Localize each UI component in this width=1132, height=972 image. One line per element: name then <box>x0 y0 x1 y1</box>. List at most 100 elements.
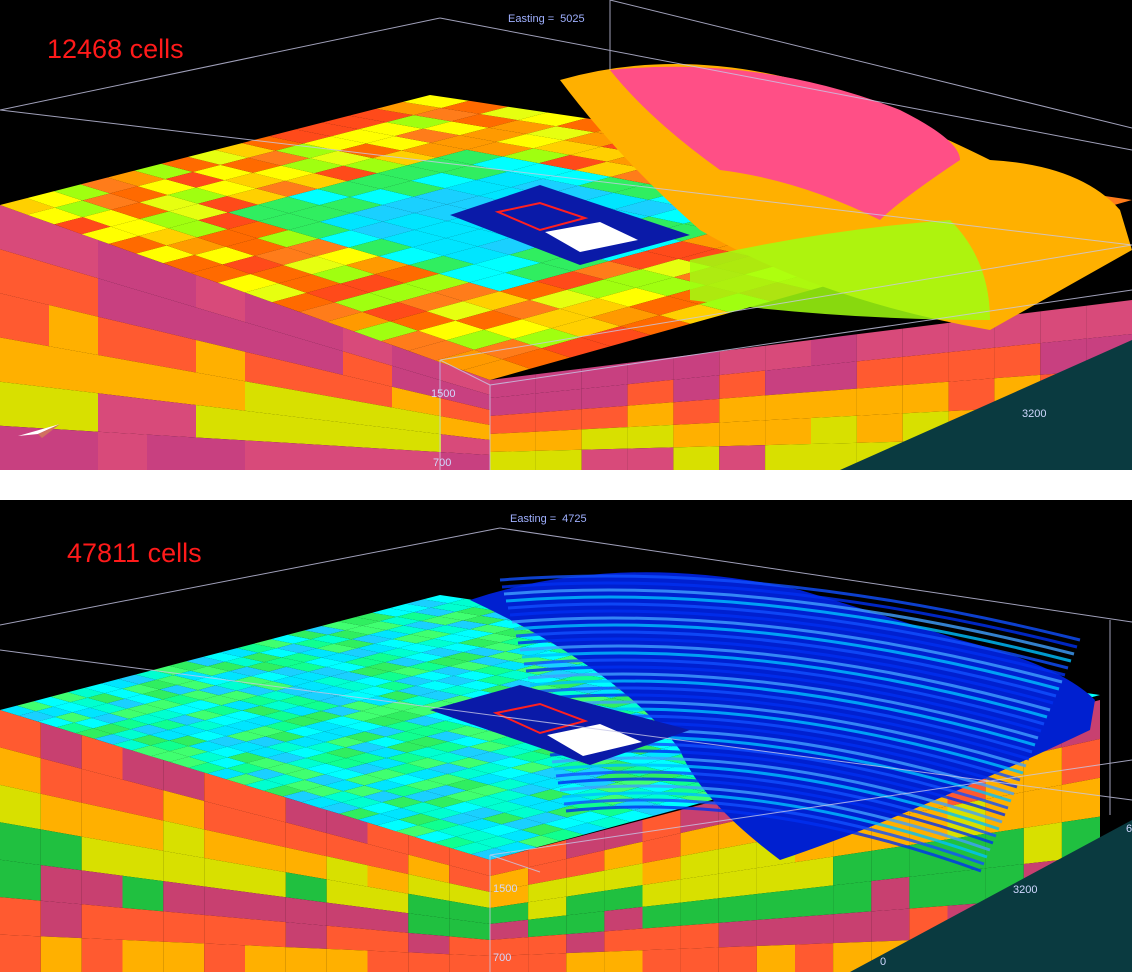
top-model-canvas[interactable] <box>0 0 1132 470</box>
top-model-view[interactable]: 12468 cells Easting = 5025 1500 700 3200 <box>0 0 1132 470</box>
bottom-grid-cell <box>131 745 170 757</box>
bottom-edge-tick: 6 <box>1126 823 1132 835</box>
top-side-cell <box>196 405 245 441</box>
bottom-grid-cell <box>156 675 195 685</box>
top-side-cell <box>196 307 245 352</box>
bottom-grid-cell <box>401 802 443 814</box>
top-side-cell <box>902 322 949 357</box>
bottom-grid-cell <box>408 661 450 672</box>
bottom-grid-cell <box>294 681 335 692</box>
bottom-grid-cell <box>385 774 427 786</box>
bottom-grid-cell <box>112 729 150 740</box>
top-grid-cell <box>306 283 370 303</box>
bottom-grid-cell <box>167 714 206 726</box>
top-side-cell <box>627 402 674 428</box>
bottom-grid-cell <box>360 802 402 814</box>
top-grid-cell <box>381 229 446 248</box>
bottom-model-canvas[interactable] <box>0 500 1132 972</box>
top-side-cell <box>673 446 720 470</box>
bottom-grid-cell <box>324 726 365 737</box>
top-grid-cell <box>258 213 320 230</box>
bottom-grid-cell <box>384 721 426 732</box>
top-side-cell <box>0 425 49 470</box>
bottom-grid-cell <box>104 688 143 699</box>
bottom-hill-contour <box>521 651 1048 719</box>
top-grid-cell <box>366 136 431 151</box>
top-side-cell <box>902 352 949 386</box>
bottom-side-cell <box>163 911 205 944</box>
bottom-grid-cell <box>444 790 487 802</box>
top-grid-cell <box>446 329 513 350</box>
bottom-grid-cell <box>124 694 163 705</box>
top-side-cell <box>535 409 582 432</box>
bottom-grid-cell <box>246 662 287 672</box>
top-side-cell <box>811 361 857 392</box>
top-grid-cell <box>337 143 402 159</box>
bottom-grid-cell <box>242 652 282 663</box>
top-grid-cell <box>309 150 373 166</box>
bottom-grid-cell <box>549 794 593 806</box>
bottom-grid-cell <box>464 795 507 808</box>
bottom-side-cell <box>122 843 164 882</box>
bottom-grid-cell <box>224 657 265 667</box>
bottom-grid-cell <box>531 767 575 779</box>
bottom-grid-cell <box>494 841 537 854</box>
bottom-grid-cell <box>142 689 181 700</box>
bottom-grid-cell <box>215 680 255 691</box>
top-side-cell <box>98 278 147 329</box>
bottom-grid-cell <box>364 779 406 791</box>
bottom-grid-cell <box>305 752 346 764</box>
bottom-grid-cell <box>265 731 306 742</box>
top-grid-cell <box>192 164 253 181</box>
bottom-grid-cell <box>229 666 269 677</box>
bottom-grid-cell <box>446 725 489 737</box>
bottom-grid-cell <box>144 699 183 710</box>
bottom-hill-contour <box>529 679 1036 747</box>
bottom-grid-cell <box>446 779 489 791</box>
top-grid-cell <box>107 170 166 187</box>
top-grid-cell <box>413 108 480 122</box>
bottom-grid-cell <box>333 639 375 649</box>
bottom-hill-contour <box>557 777 994 845</box>
bottom-grid-cell <box>426 774 468 786</box>
top-grid-cell <box>474 254 541 273</box>
bottom-grid-cell <box>487 619 531 629</box>
bottom-side-cell <box>528 934 567 955</box>
top-side-cell <box>441 434 490 455</box>
bottom-side-cell <box>0 822 41 866</box>
bottom-grid-cell <box>188 730 227 742</box>
bottom-model-view[interactable]: 47811 cells Easting = 4725 1500 700 3200 … <box>0 500 1132 972</box>
bottom-side-cell <box>367 886 409 914</box>
bottom-side-cell <box>528 896 567 920</box>
bottom-grid-cell <box>312 676 353 687</box>
top-side-cell <box>294 416 343 447</box>
bottom-hill-contour <box>533 693 1030 761</box>
top-grid-cell <box>541 337 611 358</box>
bottom-grid-cell <box>282 791 323 803</box>
top-grid-cell <box>466 141 534 157</box>
bottom-side-cell <box>204 829 245 866</box>
bottom-grid-cell <box>457 638 501 648</box>
bottom-grid-cell <box>495 670 539 680</box>
bottom-side-cell <box>367 843 409 875</box>
bottom-grid-cell <box>328 630 369 640</box>
bottom-grid-cell <box>285 768 326 780</box>
top-grid-cell <box>285 173 348 189</box>
top-grid-cell <box>314 165 378 182</box>
bottom-grid-cell <box>293 639 334 649</box>
bottom-side-cell <box>163 850 205 887</box>
bottom-grid-cell <box>276 686 316 696</box>
bottom-side-cell <box>449 883 490 908</box>
bottom-side-cell <box>1023 747 1062 792</box>
bottom-hill-contour <box>517 637 1054 705</box>
top-grid-cell <box>188 150 249 165</box>
bottom-grid-cell <box>448 598 491 608</box>
bottom-grid-cell <box>284 726 325 737</box>
top-grid-cell <box>197 229 258 247</box>
top-grid-cell <box>27 207 83 225</box>
top-side-cell <box>147 434 196 470</box>
top-grid-cell <box>163 255 223 274</box>
bottom-side-cell <box>81 735 123 780</box>
bottom-side-cell <box>122 779 164 821</box>
bottom-grid-cell <box>430 666 473 676</box>
